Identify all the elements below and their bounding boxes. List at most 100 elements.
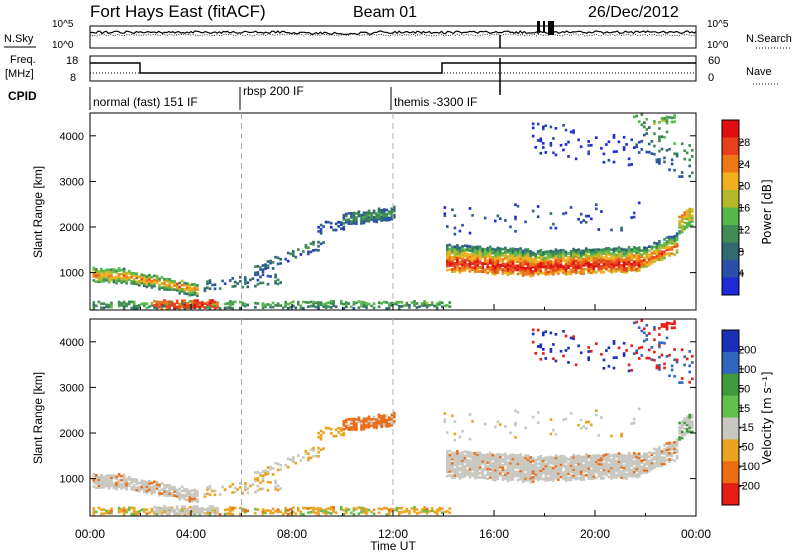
data-cell [653,260,656,263]
data-cell [524,262,527,266]
data-cell [552,270,555,274]
data-cell [102,481,106,485]
data-cell [367,417,371,421]
data-cell [420,510,424,513]
data-cell [390,301,394,305]
data-cell [549,142,553,145]
data-cell [355,216,358,219]
data-cell [138,510,141,513]
data-cell [178,509,181,512]
data-cell [478,249,482,253]
data-cell [345,418,348,422]
data-cell [266,260,270,263]
data-cell [691,218,694,222]
data-cell [443,206,447,209]
data-cell [673,326,676,330]
data-cell [559,471,563,474]
data-cell [138,487,141,491]
data-cell [451,260,454,263]
data-cell [483,468,487,471]
data-cell [413,508,416,511]
data-cell [92,305,96,308]
data-cell [393,422,396,425]
data-cell [117,269,121,272]
data-cell [605,257,608,261]
data-cell [607,475,611,479]
data-cell [637,470,641,474]
data-cell [516,478,520,482]
data-cell [345,303,348,306]
data-cell [163,277,166,281]
data-cell [188,293,192,297]
data-cell [327,426,330,430]
data-cell [564,264,568,268]
data-cell [549,272,553,275]
data-cell [534,271,537,274]
data-cell [138,485,141,489]
data-cell [430,303,434,306]
data-cell [345,424,348,428]
data-cell [127,278,131,281]
data-cell [130,481,133,485]
data-cell [622,466,626,470]
data-cell [501,251,505,255]
data-cell [206,492,209,496]
data-cell [542,255,545,259]
data-cell [244,304,247,308]
data-cell [509,266,512,269]
data-cell [562,212,565,216]
data-cell [572,266,575,269]
data-cell [476,455,479,459]
data-cell [577,460,580,464]
data-cell [105,474,108,478]
data-cell [509,257,512,261]
data-cell [665,450,669,454]
data-cell [304,506,308,510]
data-cell [521,457,525,461]
data-cell [615,475,618,479]
data-cell [602,470,606,474]
data-cell [95,274,98,277]
data-cell [269,275,272,278]
data-cell [471,258,474,261]
data-cell [524,460,527,464]
data-cell [491,262,495,265]
data-cell [458,458,462,462]
data-cell [524,472,527,476]
data-cell [483,270,487,274]
data-cell [521,264,525,267]
data-cell [180,495,184,499]
data-cell [132,282,136,285]
data-cell [544,260,548,264]
data-cell [158,277,161,281]
data-cell [620,266,623,269]
data-cell [544,124,548,128]
data-cell [92,474,96,478]
data-cell [115,477,118,481]
data-cell [595,258,598,262]
data-cell [448,305,452,308]
data-cell [653,122,656,125]
data-cell [521,266,525,269]
data-cell [635,351,638,355]
data-cell [168,280,171,283]
data-cell [271,267,275,270]
data-cell [150,275,154,279]
data-cell [461,245,464,248]
data-cell [443,212,447,216]
data-cell [476,467,479,471]
data-cell [347,418,351,421]
data-cell [135,272,139,276]
data-cell [554,458,558,462]
data-cell [658,366,661,369]
colorbar-swatch [722,155,739,173]
data-cell [102,277,106,281]
data-cell [471,254,474,257]
data-cell [635,253,638,256]
data-cell [446,460,449,464]
data-cell [625,258,628,262]
data-cell [135,304,139,308]
nave-tick-low: 0 [708,72,714,84]
data-cell [468,247,472,250]
data-cell [547,262,550,266]
